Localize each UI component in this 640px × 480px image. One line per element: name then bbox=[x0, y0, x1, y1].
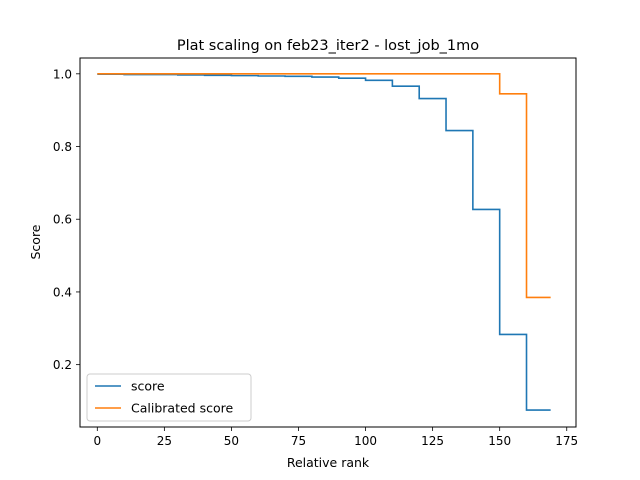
series-line-calibrated-score bbox=[97, 73, 551, 299]
axes-frame bbox=[79, 57, 577, 428]
legend-box bbox=[86, 373, 252, 422]
y-tick-label: 0.8 bbox=[53, 140, 72, 154]
y-axis-label: Score bbox=[28, 224, 43, 259]
plot-area bbox=[79, 57, 577, 428]
x-tick-label: 0 bbox=[93, 434, 101, 448]
x-axis-label: Relative rank bbox=[287, 455, 370, 470]
x-tick-label: 175 bbox=[555, 434, 578, 448]
x-tick-label: 125 bbox=[421, 434, 444, 448]
y-axis: 0.2 0.4 0.6 0.8 1.0 bbox=[53, 67, 80, 372]
x-tick-label: 50 bbox=[224, 434, 239, 448]
series-line-score bbox=[97, 73, 551, 411]
y-tick-label: 1.0 bbox=[53, 67, 72, 81]
x-tick-label: 100 bbox=[354, 434, 377, 448]
series-layer bbox=[97, 73, 551, 411]
y-tick-label: 0.2 bbox=[53, 358, 72, 372]
legend: score Calibrated score bbox=[86, 373, 252, 422]
x-axis: 0 25 50 75 100 125 150 175 bbox=[93, 427, 578, 448]
legend-label-score: score bbox=[131, 379, 165, 394]
chart-title: Plat scaling on feb23_iter2 - lost_job_1… bbox=[177, 38, 479, 54]
y-tick-label: 0.6 bbox=[53, 213, 72, 227]
x-tick-label: 150 bbox=[488, 434, 511, 448]
y-tick-label: 0.4 bbox=[53, 285, 72, 299]
x-tick-label: 25 bbox=[157, 434, 172, 448]
x-tick-label: 75 bbox=[291, 434, 306, 448]
legend-label-calibrated-score: Calibrated score bbox=[131, 401, 233, 416]
